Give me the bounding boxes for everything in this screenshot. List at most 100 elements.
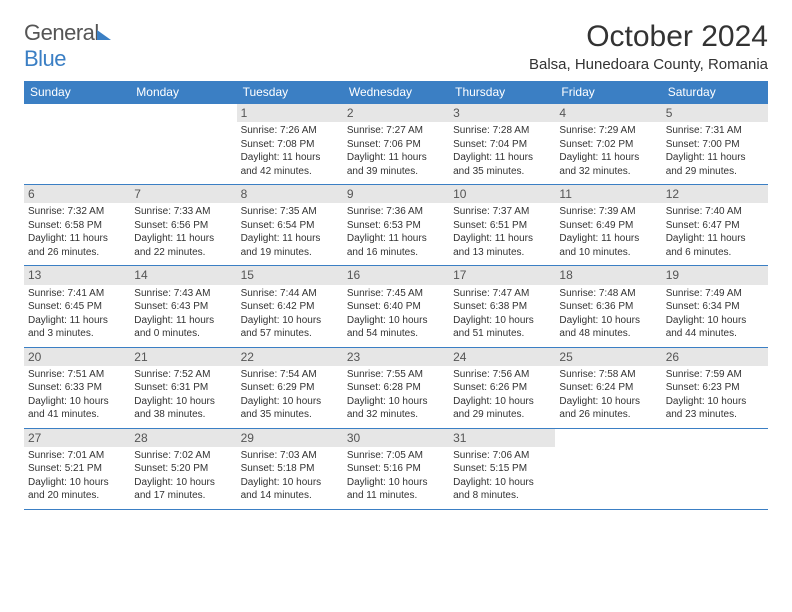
calendar-day-cell: 4 Sunrise: 7:29 AMSunset: 7:02 PMDaylight… [555, 104, 661, 185]
daylight-line: and 3 minutes. [28, 327, 126, 341]
daylight-line: Daylight: 11 hours [559, 151, 657, 165]
sunset-line: Sunset: 6:54 PM [241, 219, 339, 233]
calendar-day-cell: 12Sunrise: 7:40 AMSunset: 6:47 PMDayligh… [662, 185, 768, 266]
daylight-line: Daylight: 11 hours [347, 232, 445, 246]
calendar-day-cell: 1Sunrise: 7:26 AMSunset: 7:08 PMDaylight… [237, 104, 343, 185]
day-number: 18 [555, 266, 661, 284]
sunset-line: Sunset: 6:24 PM [559, 381, 657, 395]
sunrise-line: Sunrise: 7:59 AM [666, 368, 764, 382]
day-number: 2 [343, 104, 449, 122]
sunrise-line: Sunrise: 7:56 AM [453, 368, 551, 382]
day-number: 20 [24, 348, 130, 366]
sunrise-line: Sunrise: 7:49 AM [666, 287, 764, 301]
calendar-day-cell: 8Sunrise: 7:35 AMSunset: 6:54 PMDaylight… [237, 185, 343, 266]
day-number: 7 [130, 185, 236, 203]
daylight-line: Daylight: 10 hours [559, 314, 657, 328]
sunrise-line: Sunrise: 7:48 AM [559, 287, 657, 301]
daylight-line: Daylight: 10 hours [28, 476, 126, 490]
triangle-icon [97, 30, 111, 40]
calendar-page: General Blue October 2024 Balsa, Hunedoa… [0, 0, 792, 530]
daylight-line: Daylight: 11 hours [28, 232, 126, 246]
calendar-day-cell: 15Sunrise: 7:44 AMSunset: 6:42 PMDayligh… [237, 266, 343, 347]
day-number: 4 [555, 104, 661, 122]
sunset-line: Sunset: 6:53 PM [347, 219, 445, 233]
daylight-line: and 32 minutes. [347, 408, 445, 422]
sunrise-line: Sunrise: 7:29 AM [559, 124, 657, 138]
calendar-table: Sunday Monday Tuesday Wednesday Thursday… [24, 81, 768, 510]
daylight-line: and 26 minutes. [559, 408, 657, 422]
calendar-day-cell: 20Sunrise: 7:51 AMSunset: 6:33 PMDayligh… [24, 347, 130, 428]
sunset-line: Sunset: 5:20 PM [134, 462, 232, 476]
sunrise-line: Sunrise: 7:27 AM [347, 124, 445, 138]
calendar-day-cell: 14Sunrise: 7:43 AMSunset: 6:43 PMDayligh… [130, 266, 236, 347]
daylight-line: Daylight: 10 hours [453, 314, 551, 328]
calendar-day-cell [24, 104, 130, 185]
daylight-line: and 29 minutes. [666, 165, 764, 179]
sunset-line: Sunset: 5:16 PM [347, 462, 445, 476]
sunset-line: Sunset: 7:06 PM [347, 138, 445, 152]
day-number: 10 [449, 185, 555, 203]
daylight-line: and 41 minutes. [28, 408, 126, 422]
calendar-day-cell: 29Sunrise: 7:03 AMSunset: 5:18 PMDayligh… [237, 428, 343, 509]
daylight-line: and 6 minutes. [666, 246, 764, 260]
calendar-day-cell: 19Sunrise: 7:49 AMSunset: 6:34 PMDayligh… [662, 266, 768, 347]
sunset-line: Sunset: 6:45 PM [28, 300, 126, 314]
daylight-line: Daylight: 10 hours [241, 476, 339, 490]
day-number: 16 [343, 266, 449, 284]
daylight-line: Daylight: 10 hours [453, 395, 551, 409]
weekday-header: Tuesday [237, 81, 343, 104]
sunset-line: Sunset: 7:02 PM [559, 138, 657, 152]
daylight-line: and 13 minutes. [453, 246, 551, 260]
day-number: 24 [449, 348, 555, 366]
sunrise-line: Sunrise: 7:55 AM [347, 368, 445, 382]
calendar-week-row: 13Sunrise: 7:41 AMSunset: 6:45 PMDayligh… [24, 266, 768, 347]
header: General Blue October 2024 Balsa, Hunedoa… [24, 20, 768, 73]
calendar-day-cell: 31Sunrise: 7:06 AMSunset: 5:15 PMDayligh… [449, 428, 555, 509]
calendar-week-row: 27Sunrise: 7:01 AMSunset: 5:21 PMDayligh… [24, 428, 768, 509]
day-number: 14 [130, 266, 236, 284]
sunset-line: Sunset: 6:29 PM [241, 381, 339, 395]
sunset-line: Sunset: 6:56 PM [134, 219, 232, 233]
brand-logo: General Blue [24, 20, 111, 72]
sunrise-line: Sunrise: 7:51 AM [28, 368, 126, 382]
weekday-header: Sunday [24, 81, 130, 104]
calendar-week-row: 6Sunrise: 7:32 AMSunset: 6:58 PMDaylight… [24, 185, 768, 266]
sunrise-line: Sunrise: 7:44 AM [241, 287, 339, 301]
daylight-line: and 0 minutes. [134, 327, 232, 341]
calendar-day-cell: 17Sunrise: 7:47 AMSunset: 6:38 PMDayligh… [449, 266, 555, 347]
calendar-day-cell: 16Sunrise: 7:45 AMSunset: 6:40 PMDayligh… [343, 266, 449, 347]
daylight-line: and 39 minutes. [347, 165, 445, 179]
calendar-day-cell: 2Sunrise: 7:27 AMSunset: 7:06 PMDaylight… [343, 104, 449, 185]
sunset-line: Sunset: 6:43 PM [134, 300, 232, 314]
sunset-line: Sunset: 7:00 PM [666, 138, 764, 152]
calendar-day-cell: 25Sunrise: 7:58 AMSunset: 6:24 PMDayligh… [555, 347, 661, 428]
calendar-day-cell [130, 104, 236, 185]
brand-text: General Blue [24, 20, 111, 72]
calendar-day-cell [555, 428, 661, 509]
sunset-line: Sunset: 5:15 PM [453, 462, 551, 476]
daylight-line: and 26 minutes. [28, 246, 126, 260]
calendar-day-cell: 27Sunrise: 7:01 AMSunset: 5:21 PMDayligh… [24, 428, 130, 509]
sunrise-line: Sunrise: 7:06 AM [453, 449, 551, 463]
calendar-day-cell: 3Sunrise: 7:28 AMSunset: 7:04 PMDaylight… [449, 104, 555, 185]
sunset-line: Sunset: 7:04 PM [453, 138, 551, 152]
calendar-week-row: 20Sunrise: 7:51 AMSunset: 6:33 PMDayligh… [24, 347, 768, 428]
calendar-day-cell: 26Sunrise: 7:59 AMSunset: 6:23 PMDayligh… [662, 347, 768, 428]
sunrise-line: Sunrise: 7:54 AM [241, 368, 339, 382]
sunrise-line: Sunrise: 7:41 AM [28, 287, 126, 301]
sunset-line: Sunset: 6:49 PM [559, 219, 657, 233]
calendar-day-cell: 30Sunrise: 7:05 AMSunset: 5:16 PMDayligh… [343, 428, 449, 509]
weekday-header: Thursday [449, 81, 555, 104]
daylight-line: and 57 minutes. [241, 327, 339, 341]
daylight-line: Daylight: 11 hours [241, 232, 339, 246]
daylight-line: and 22 minutes. [134, 246, 232, 260]
daylight-line: and 42 minutes. [241, 165, 339, 179]
daylight-line: Daylight: 10 hours [28, 395, 126, 409]
daylight-line: Daylight: 10 hours [347, 476, 445, 490]
page-title: October 2024 [529, 20, 768, 54]
brand-second: Blue [24, 46, 66, 71]
daylight-line: Daylight: 11 hours [666, 151, 764, 165]
daylight-line: Daylight: 11 hours [28, 314, 126, 328]
daylight-line: and 10 minutes. [559, 246, 657, 260]
sunset-line: Sunset: 6:28 PM [347, 381, 445, 395]
